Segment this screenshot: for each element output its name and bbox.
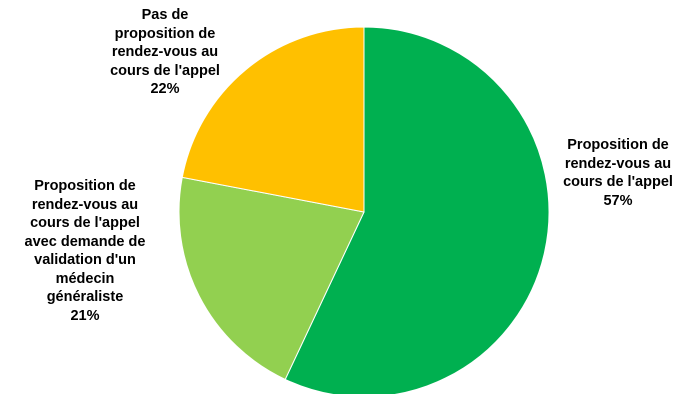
slice-label-line: rendez-vous au (111, 44, 219, 60)
slice-label-line: généraliste (46, 289, 124, 305)
slice-label-rendez-vous: Proposition de rendez-vous au cours de l'a… (548, 136, 688, 210)
slice-label-line: médecin (55, 270, 115, 287)
slice-label-line: avec demande de (24, 233, 146, 250)
slice-label-line: cours de l'appel (563, 174, 673, 190)
slice-label-line: rendez-vous au (564, 155, 672, 172)
slice-label-line: cours de l'appel (30, 215, 140, 231)
slice-value-label: 57% (603, 192, 633, 209)
slice-pas-de-proposition (181, 26, 365, 213)
slice-label-line: Proposition de (567, 137, 669, 153)
slice-label-line: rendez-vous au (31, 196, 139, 213)
slice-label-line: proposition de (114, 25, 216, 42)
slice-label-line: Proposition de (34, 178, 136, 194)
slice-value-label: 22% (150, 81, 180, 97)
slice-label-line: cours de l'appel (110, 62, 220, 79)
slice-rendez-vous (284, 26, 550, 394)
slice-label-pas-de-proposition: Pas de proposition de rendez-vous au cours … (85, 6, 245, 99)
slice-label-line: Pas de (141, 7, 189, 23)
slice-value-label: 21% (70, 307, 100, 324)
slice-label-validation-medecin: Proposition de rendez-vous au cours de l'a… (10, 177, 160, 325)
slice-validation-medecin (178, 176, 365, 381)
slice-label-line: validation d'un (34, 252, 136, 268)
